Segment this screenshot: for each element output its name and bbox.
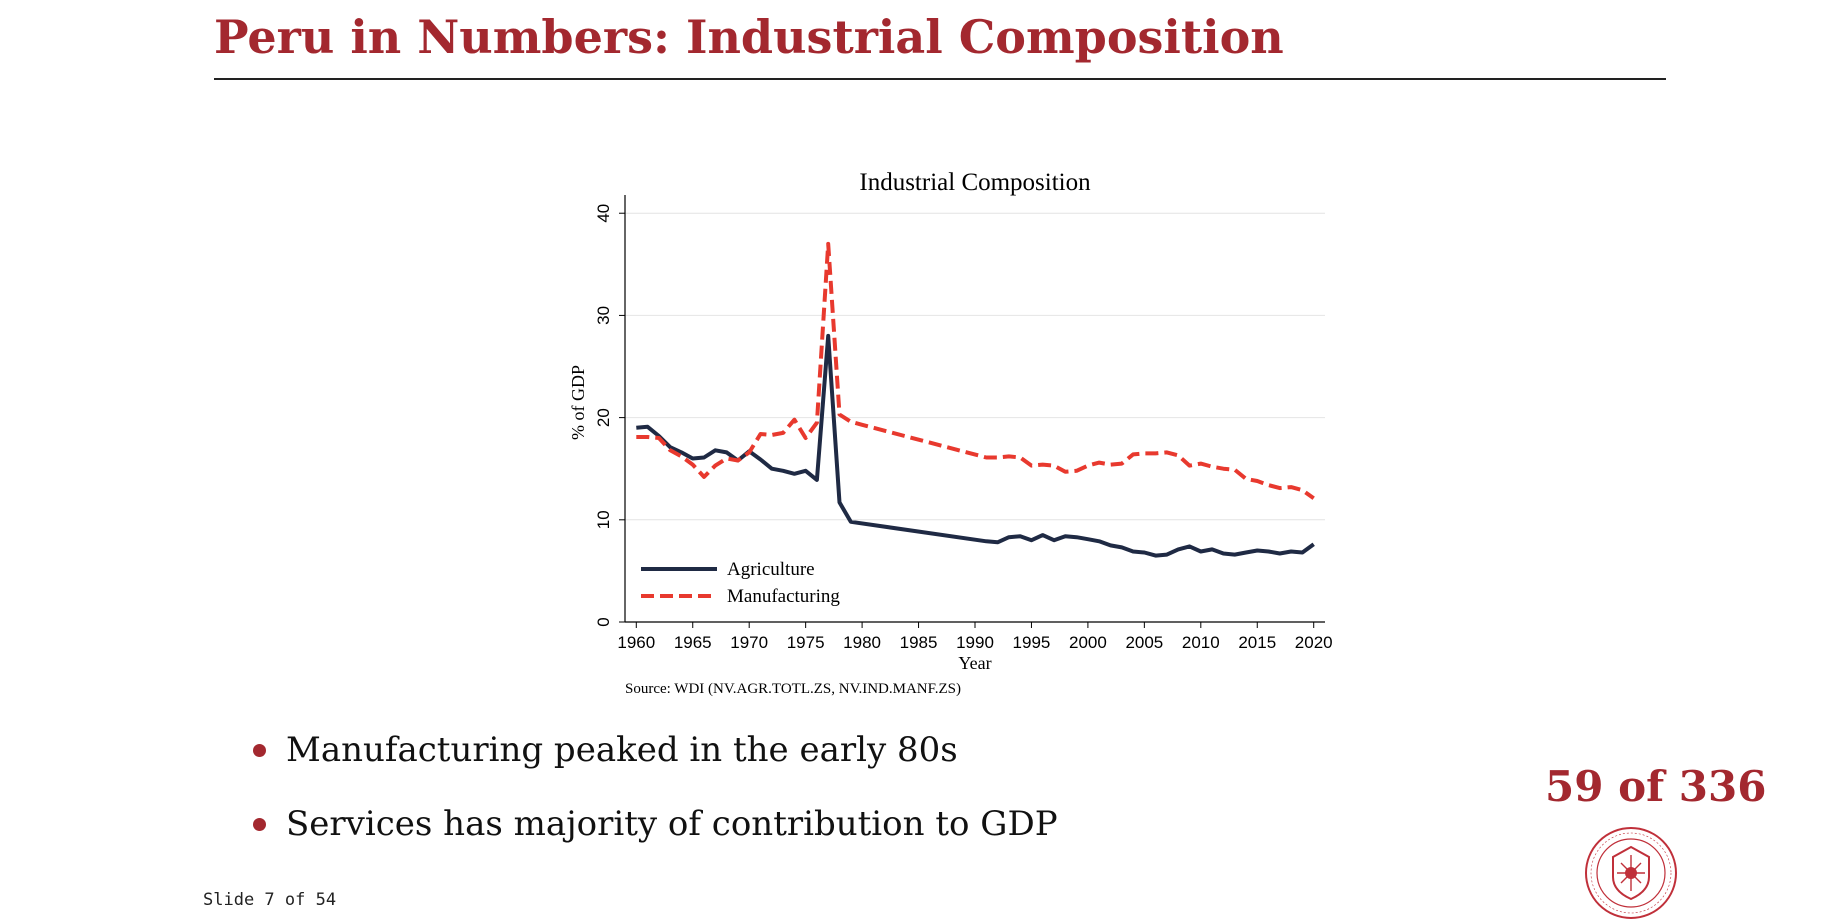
y-tick-label: 40 [594,204,613,223]
grid-lines [625,212,1325,521]
x-tick-label: 2000 [1069,633,1107,652]
chart-title: Industrial Composition [859,169,1091,196]
legend-label-manufacturing: Manufacturing [727,586,840,607]
page-counter: 59 of 336 [1545,762,1767,811]
series-lines [636,241,1315,558]
x-tick-label: 1980 [843,633,881,652]
series-line-manufacturing [636,241,1315,500]
x-tick-label: 2010 [1182,633,1220,652]
x-tick-label: 1995 [1013,633,1051,652]
x-tick-label: 1970 [730,633,768,652]
x-axis-label: Year [958,653,991,673]
y-tick-label: 20 [594,408,613,427]
x-tick-label: 2005 [1125,633,1163,652]
slide-footer: Slide 7 of 54 [203,890,337,910]
x-tick-label: 1965 [674,633,712,652]
source-note: Source: WDI (NV.AGR.TOTL.ZS, NV.IND.MANF… [625,681,961,697]
bullet-item: Services has majority of contribution to… [250,796,1058,870]
chart-legend: Agriculture Manufacturing [641,559,840,607]
bullet-text: Manufacturing peaked in the early 80s [286,730,958,770]
title-divider [214,78,1666,80]
bullet-dot-icon [253,818,266,831]
legend-label-agriculture: Agriculture [727,559,815,580]
slide-title: Peru in Numbers: Industrial Composition [214,10,1284,64]
y-axis-label: % of GDP [568,365,588,440]
x-tick-label: 1960 [617,633,655,652]
x-tick-label: 1990 [956,633,994,652]
y-tick-label: 30 [594,306,613,325]
bullet-item: Manufacturing peaked in the early 80s [250,722,1058,796]
y-tick-label: 0 [594,617,613,626]
industrial-composition-chart: 0 10 20 30 40 1960 1965 1970 1975 1980 1985 1990 199… [568,169,1333,697]
axis-ticks: 0 10 20 30 40 1960 1965 1970 1975 1980 1985 1990 199… [594,204,1333,652]
series-line-agriculture [636,333,1315,558]
x-tick-label: 2020 [1295,633,1333,652]
university-seal-icon [1585,827,1677,919]
x-tick-label: 2015 [1238,633,1276,652]
bullet-list: Manufacturing peaked in the early 80s Se… [250,722,1058,870]
y-tick-label: 10 [594,510,613,529]
bullet-text: Services has majority of contribution to… [286,804,1058,844]
x-tick-label: 1975 [787,633,825,652]
bullet-dot-icon [253,744,266,757]
x-tick-label: 1985 [900,633,938,652]
